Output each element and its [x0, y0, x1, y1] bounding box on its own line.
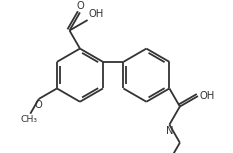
Text: OH: OH: [89, 9, 104, 19]
Text: O: O: [34, 100, 42, 110]
Text: N: N: [166, 126, 173, 136]
Text: O: O: [76, 0, 84, 11]
Text: CH₃: CH₃: [21, 115, 38, 124]
Text: OH: OH: [200, 91, 215, 101]
